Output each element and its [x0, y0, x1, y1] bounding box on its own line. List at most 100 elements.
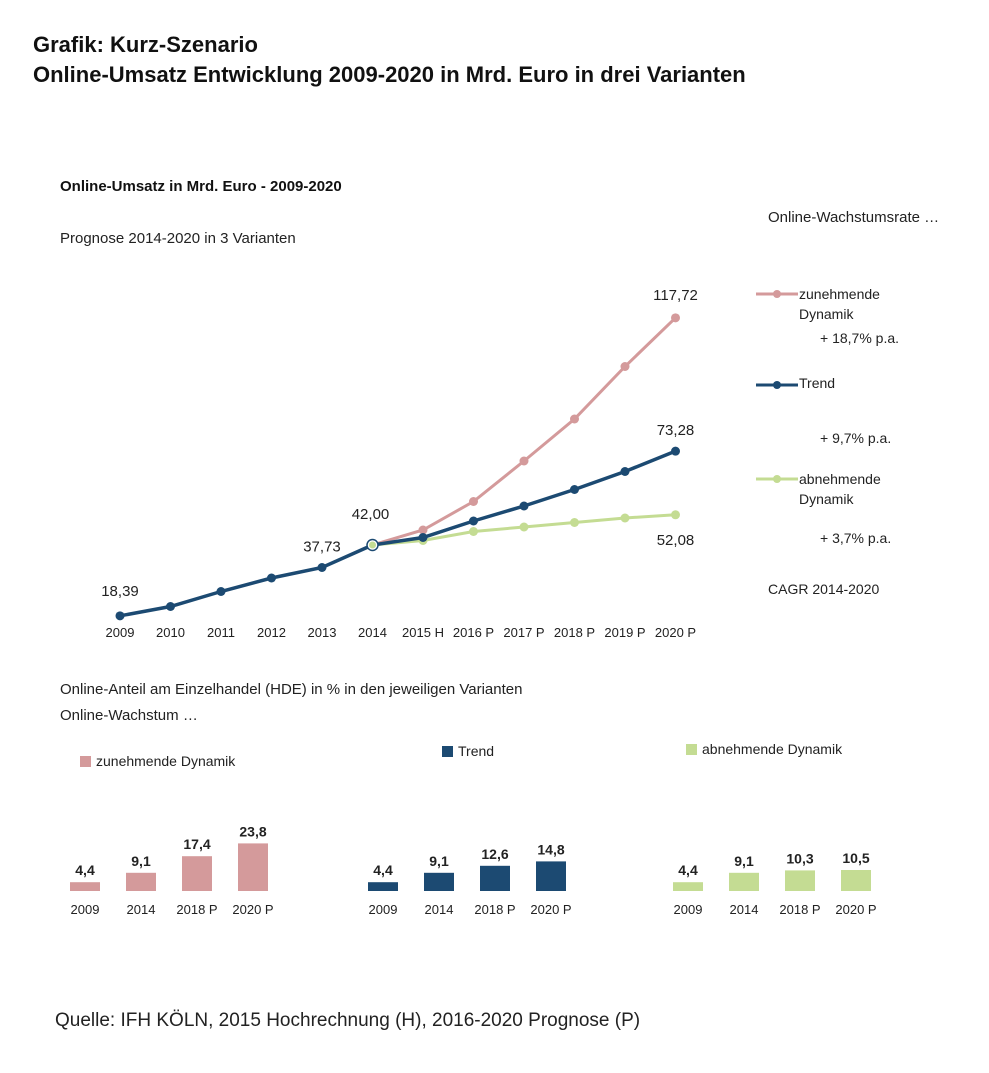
- bar-category-label: 2009: [71, 902, 100, 917]
- bar-legend-decreasing-label: abnehmende Dynamik: [702, 741, 843, 757]
- bar: [841, 870, 871, 891]
- source-note: Quelle: IFH KÖLN, 2015 Hochrechnung (H),…: [55, 1010, 641, 1031]
- bar-value-label: 4,4: [75, 862, 95, 878]
- data-point: [317, 563, 327, 572]
- data-label: 117,72: [653, 287, 698, 304]
- series-line: [119, 449, 677, 618]
- data-point: [620, 467, 630, 476]
- bar-value-label: 10,5: [842, 850, 869, 866]
- bar-section-subtitle: Online-Wachstum …: [60, 707, 198, 724]
- line-chart: 2009 2010 2011 2012 2013 2014 2015 H 2016 P 2017…: [101, 287, 698, 640]
- data-label: 37,73: [303, 539, 341, 556]
- data-label: 42,00: [352, 506, 390, 523]
- bar: [126, 872, 156, 891]
- data-point: [216, 587, 226, 596]
- bar-value-label: 17,4: [183, 836, 210, 852]
- bar-category-label: 2018 P: [474, 902, 515, 917]
- bar-category-label: 2014: [730, 902, 759, 917]
- bar-legend-decreasing: abnehmende Dynamik: [686, 741, 842, 757]
- bar: [536, 861, 566, 891]
- x-tick-label: 2016 P: [453, 625, 494, 640]
- data-point: [267, 573, 276, 583]
- legend-footer: CAGR 2014-2020: [768, 581, 880, 597]
- x-tick-label: 2013: [308, 625, 337, 640]
- data-label: 73,28: [657, 422, 695, 439]
- bar-value-label: 9,1: [734, 853, 754, 869]
- bar-category-label: 2020 P: [835, 902, 876, 917]
- data-point: [620, 513, 630, 523]
- legend-increasing-marker: [756, 290, 798, 298]
- bar-legend-decreasing-swatch: [686, 744, 697, 755]
- header-subtitle: Online-Umsatz Entwicklung 2009-2020 in M…: [33, 62, 746, 87]
- x-tick-label: 2017 P: [503, 625, 544, 640]
- data-point: [418, 525, 428, 535]
- bar-legend-trend: Trend: [442, 743, 494, 759]
- bar-category-label: 2018 P: [176, 902, 217, 917]
- bar-legend-increasing-swatch: [80, 756, 91, 767]
- bar-category-label: 2009: [674, 902, 703, 917]
- bar-value-label: 23,8: [239, 823, 266, 839]
- bar-category-label: 2018 P: [779, 902, 820, 917]
- data-point: [115, 611, 125, 621]
- bar-category-label: 2020 P: [530, 902, 571, 917]
- data-point: [166, 602, 175, 611]
- bar-value-label: 9,1: [131, 853, 151, 869]
- legend-trend-marker: [756, 381, 798, 389]
- bar-legend-trend-label: Trend: [458, 743, 495, 759]
- data-point: [469, 527, 478, 536]
- data-point: [671, 446, 680, 456]
- bar-value-label: 4,4: [678, 862, 698, 878]
- data-point: [519, 522, 529, 532]
- bar: [182, 856, 212, 891]
- bar: [729, 872, 759, 891]
- bar-value-label: 10,3: [786, 850, 813, 866]
- bar-section-title: Online-Anteil am Einzelhandel (HDE) in %…: [60, 681, 523, 698]
- bar: [238, 843, 268, 891]
- data-point: [570, 485, 579, 494]
- x-tick-label: 2010: [156, 625, 185, 640]
- data-point: [620, 362, 630, 371]
- x-tick-label: 2015 H: [402, 625, 444, 640]
- junction-point-inner: [369, 541, 376, 549]
- bar-value-label: 4,4: [373, 862, 393, 878]
- bar-category-label: 2020 P: [232, 902, 273, 917]
- bar-category-label: 2014: [425, 902, 454, 917]
- bar: [785, 870, 815, 891]
- legend-decreasing-rate: + 3,7% p.a.: [820, 530, 892, 546]
- bar: [368, 882, 398, 891]
- data-point: [671, 313, 680, 323]
- x-tick-label: 2019 P: [604, 625, 645, 640]
- line-chart-subtitle: Prognose 2014-2020 in 3 Varianten: [60, 230, 296, 247]
- bar-legend-increasing: zunehmende Dynamik: [80, 753, 235, 769]
- legend-trend-rate: + 9,7% p.a.: [820, 430, 892, 446]
- bar-legend-trend-swatch: [442, 746, 453, 757]
- legend-heading: Online-Wachstumsrate …: [768, 209, 940, 226]
- legend-increasing-rate: + 18,7% p.a.: [820, 330, 900, 346]
- data-point: [519, 456, 529, 466]
- data-label: 52,08: [657, 532, 695, 549]
- x-tick-label: 2011: [207, 625, 235, 640]
- bar-legend-increasing-label: zunehmende Dynamik: [96, 753, 236, 769]
- bar-category-label: 2014: [127, 902, 156, 917]
- data-point: [570, 518, 579, 527]
- data-point: [469, 497, 478, 506]
- data-label: 18,39: [101, 583, 139, 600]
- line-chart-title: Online-Umsatz in Mrd. Euro - 2009-2020: [60, 178, 342, 195]
- bar-value-label: 9,1: [429, 853, 449, 869]
- bar: [480, 865, 510, 891]
- bar: [70, 882, 100, 891]
- data-point: [519, 501, 529, 511]
- x-tick-label: 2020 P: [655, 625, 696, 640]
- legend-decreasing-marker: [756, 475, 798, 483]
- header-title: Grafik: Kurz-Szenario: [33, 32, 258, 57]
- data-point: [570, 414, 579, 424]
- bar: [424, 872, 454, 891]
- legend-increasing-label: zunehmende Dynamik: [799, 286, 880, 322]
- x-tick-label: 2014: [358, 625, 387, 640]
- bar-value-label: 14,8: [537, 841, 564, 857]
- series-line: [372, 316, 677, 547]
- bar: [673, 882, 703, 891]
- bar-category-label: 2009: [369, 902, 398, 917]
- bar-charts: 4,4 2009 9,1 2014 17,4 2018 P 23,8 2020 P 4,4 200…: [70, 823, 877, 917]
- x-tick-label: 2009: [106, 625, 135, 640]
